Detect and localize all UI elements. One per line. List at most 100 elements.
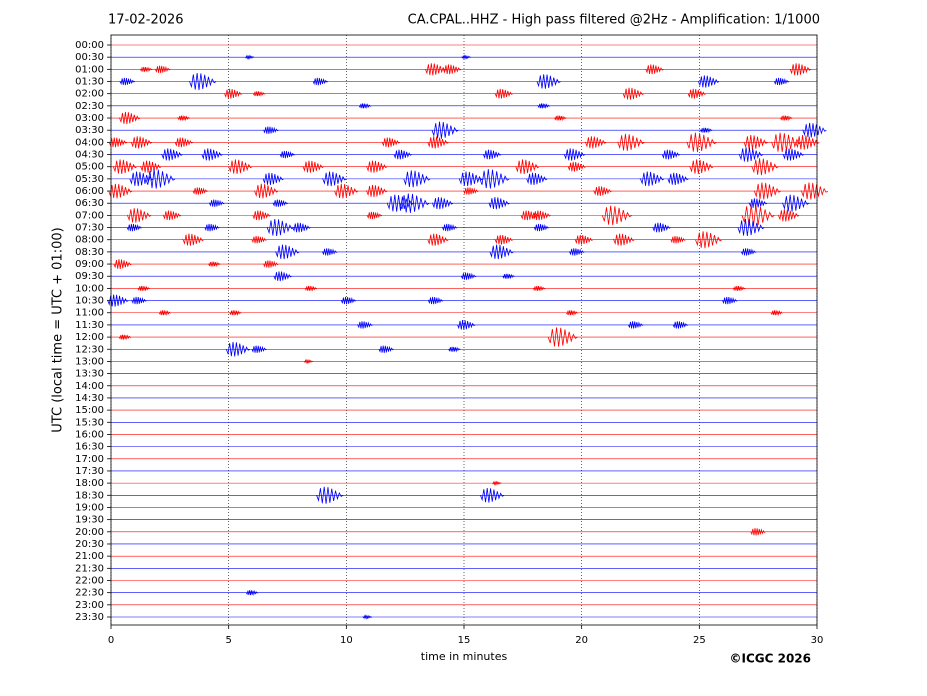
seismic-burst xyxy=(479,169,510,189)
y-tick-label: 08:30 xyxy=(75,247,104,258)
y-tick-label: 22:30 xyxy=(75,588,104,599)
seismic-burst xyxy=(189,72,217,91)
y-tick-label: 20:30 xyxy=(75,539,104,550)
seismic-burst xyxy=(245,54,255,60)
seismic-burst xyxy=(399,193,430,213)
seismic-burst xyxy=(145,169,176,189)
y-tick-label: 15:30 xyxy=(75,417,104,428)
seismic-burst xyxy=(263,126,279,134)
y-tick-label: 14:00 xyxy=(75,381,104,392)
y-tick-label: 01:00 xyxy=(75,64,104,75)
seismic-burst xyxy=(661,149,681,160)
y-tick-label: 20:00 xyxy=(75,527,104,538)
y-tick-label: 06:00 xyxy=(75,186,104,197)
y-tick-label: 05:00 xyxy=(75,162,104,173)
seismic-burst xyxy=(492,480,502,486)
seismic-burst xyxy=(262,172,284,185)
seismic-burst xyxy=(738,147,764,162)
seismic-burst xyxy=(107,294,129,307)
seismic-burst xyxy=(457,320,476,330)
y-tick-label: 19:30 xyxy=(75,515,104,526)
seismic-burst xyxy=(365,160,388,173)
seismic-burst xyxy=(263,260,279,268)
seismic-burst xyxy=(192,187,208,195)
seismic-burst xyxy=(381,137,401,148)
y-tick-label: 10:00 xyxy=(75,283,104,294)
seismic-burst xyxy=(378,345,394,353)
seismic-burst xyxy=(567,161,586,172)
seismic-burst xyxy=(741,204,775,227)
seismic-burst xyxy=(427,233,449,246)
seismic-burst xyxy=(574,234,594,245)
x-tick-label: 5 xyxy=(225,635,231,646)
seismic-burst xyxy=(340,296,357,305)
seismic-burst xyxy=(334,183,359,199)
seismic-burst xyxy=(489,244,514,260)
seismic-burst xyxy=(782,194,810,212)
seismic-burst xyxy=(403,170,431,188)
seismic-burst xyxy=(778,209,800,222)
seismic-burst xyxy=(547,327,578,347)
seismic-burst xyxy=(741,248,757,256)
y-tick-label: 07:30 xyxy=(75,223,104,234)
seismic-burst xyxy=(316,486,344,504)
seismic-burst xyxy=(427,296,444,305)
seismic-burst xyxy=(795,135,820,150)
seismic-burst xyxy=(463,187,479,195)
seismic-burst xyxy=(722,296,738,305)
y-tick-label: 21:00 xyxy=(75,551,104,562)
y-tick-label: 05:30 xyxy=(75,174,104,185)
seismic-burst xyxy=(127,208,152,223)
seismic-burst xyxy=(322,171,347,187)
seismic-burst xyxy=(533,223,550,232)
seismic-burst xyxy=(252,91,266,97)
date: 17-02-2026 xyxy=(108,13,184,28)
seismic-burst xyxy=(303,358,314,365)
seismic-burst xyxy=(672,321,689,329)
seismic-burst xyxy=(139,160,162,173)
seismic-burst xyxy=(140,66,153,73)
seismic-burst xyxy=(322,248,338,256)
seismic-burst xyxy=(789,63,812,76)
seismic-burst xyxy=(628,321,644,329)
seismic-burst xyxy=(266,219,294,237)
seismic-burst xyxy=(177,115,191,122)
seismic-burst xyxy=(488,197,510,210)
seismic-burst xyxy=(154,65,171,74)
seismic-burst xyxy=(223,88,243,99)
y-tick-label: 03:30 xyxy=(75,125,104,136)
seismic-burst xyxy=(228,159,253,174)
seismic-burst xyxy=(458,171,484,187)
seismic-burst xyxy=(162,210,182,221)
y-tick-label: 17:30 xyxy=(75,466,104,477)
seismic-burst xyxy=(622,87,644,100)
seismic-burst xyxy=(750,528,766,536)
x-tick-label: 30 xyxy=(811,635,824,646)
seismic-burst xyxy=(204,223,220,232)
seismic-burst xyxy=(773,77,790,86)
seismic-burst xyxy=(137,285,151,292)
x-tick-label: 15 xyxy=(458,635,471,646)
x-tick-label: 10 xyxy=(340,635,353,646)
seismic-burst xyxy=(494,234,514,245)
seismic-burst xyxy=(245,590,259,596)
y-tick-label: 09:00 xyxy=(75,259,104,270)
seismic-burst xyxy=(733,285,746,292)
seismic-burst xyxy=(302,160,324,173)
y-tick-label: 10:30 xyxy=(75,296,104,307)
seismic-burst xyxy=(442,64,462,75)
seismic-burst xyxy=(533,285,546,292)
seismic-burst xyxy=(743,135,768,150)
y-tick-label: 11:00 xyxy=(75,308,104,319)
y-tick-label: 21:30 xyxy=(75,563,104,574)
seismic-burst xyxy=(686,132,717,153)
seismic-burst xyxy=(753,182,782,200)
seismic-burst xyxy=(442,223,458,232)
seismic-burst xyxy=(694,231,723,249)
seismic-burst xyxy=(208,261,221,268)
seismic-burst xyxy=(126,223,143,232)
seismic-burst xyxy=(687,88,707,99)
seismic-burst xyxy=(425,63,447,76)
seismic-burst xyxy=(118,334,132,341)
x-tick-label: 25 xyxy=(693,635,706,646)
